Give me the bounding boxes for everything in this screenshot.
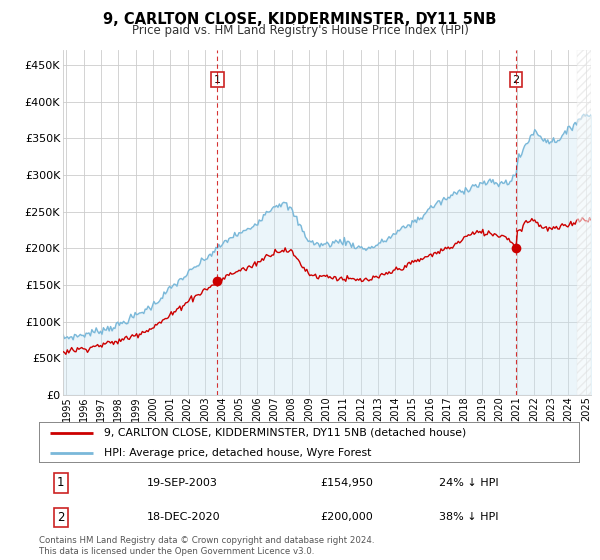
Text: 18-DEC-2020: 18-DEC-2020 bbox=[147, 512, 221, 522]
Text: £154,950: £154,950 bbox=[320, 478, 373, 488]
Text: 9, CARLTON CLOSE, KIDDERMINSTER, DY11 5NB (detached house): 9, CARLTON CLOSE, KIDDERMINSTER, DY11 5N… bbox=[104, 428, 466, 438]
Text: 1: 1 bbox=[57, 476, 64, 489]
Text: 19-SEP-2003: 19-SEP-2003 bbox=[147, 478, 218, 488]
Text: Price paid vs. HM Land Registry's House Price Index (HPI): Price paid vs. HM Land Registry's House … bbox=[131, 24, 469, 36]
Text: £200,000: £200,000 bbox=[320, 512, 373, 522]
Text: 1: 1 bbox=[214, 74, 221, 85]
Text: 9, CARLTON CLOSE, KIDDERMINSTER, DY11 5NB: 9, CARLTON CLOSE, KIDDERMINSTER, DY11 5N… bbox=[103, 12, 497, 27]
Text: 38% ↓ HPI: 38% ↓ HPI bbox=[439, 512, 498, 522]
Text: Contains HM Land Registry data © Crown copyright and database right 2024.
This d: Contains HM Land Registry data © Crown c… bbox=[39, 536, 374, 556]
Text: 2: 2 bbox=[512, 74, 520, 85]
Text: 2: 2 bbox=[57, 511, 64, 524]
Text: HPI: Average price, detached house, Wyre Forest: HPI: Average price, detached house, Wyre… bbox=[104, 448, 371, 458]
Text: 24% ↓ HPI: 24% ↓ HPI bbox=[439, 478, 498, 488]
